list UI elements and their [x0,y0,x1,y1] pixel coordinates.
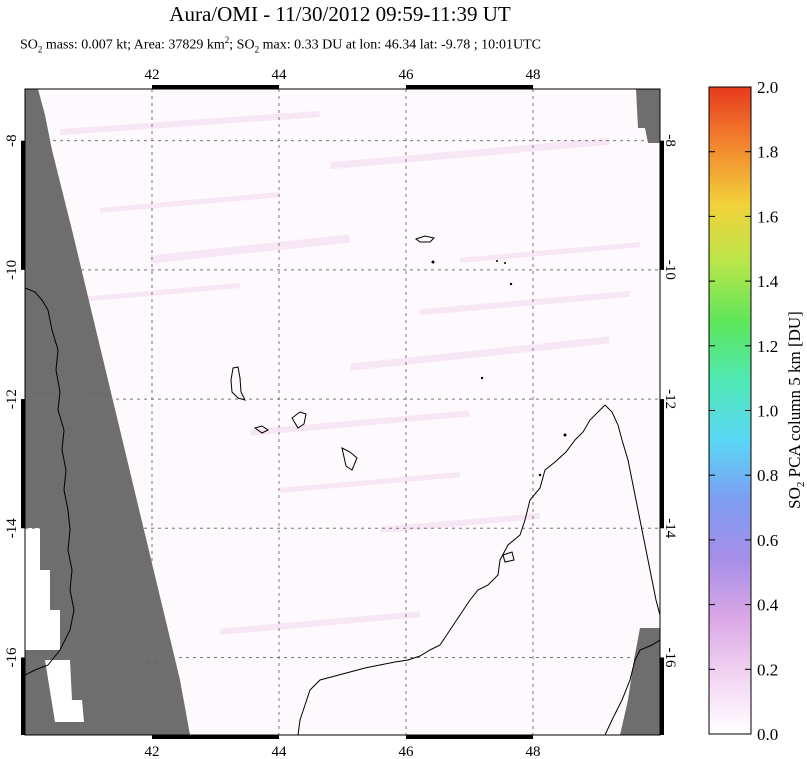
x-tick-label-top: 48 [526,67,541,83]
tick-labels: 42 42 44 44 46 46 48 48 -8 -8 -10 -10 -12 -12 -14 -14 -1… [4,67,678,759]
y-tick-label-left: -12 [4,389,20,409]
swath-gap [25,528,60,650]
y-tick-label-right: -16 [662,647,678,667]
x-tick-label-top: 46 [399,67,415,83]
so2-streak [100,192,280,213]
so2-streak [280,472,460,493]
colorbar-tick-label: 2.0 [757,78,778,97]
island-dot [538,473,542,477]
x-tick-label-bottom: 42 [145,744,160,759]
no-data-swath-left [25,89,190,735]
frame-bar-left [21,140,25,270]
colorbar-tick-label: 0.4 [757,596,779,615]
frame-bar-top [406,85,533,89]
colorbar-tick-label: 0.0 [757,725,778,744]
colorbar-label-b: PCA column 5 km [DU] [785,311,804,481]
island-dot [480,376,484,380]
colorbar-gradient [708,86,752,735]
y-tick-label-left: -14 [4,518,20,538]
x-tick-label-bottom: 44 [272,744,288,759]
frame-bar-bottom [152,735,279,739]
colorbar-tick-label: 0.8 [757,466,778,485]
so2-streak [380,513,540,533]
so2-streaks [60,110,640,635]
coast-madagascar [297,404,660,735]
x-tick-label-top: 44 [272,67,288,83]
island-dot [509,282,513,286]
so2-streak [220,611,420,635]
axis-frame-bars [21,85,664,739]
so2-streak [80,283,240,302]
swath-gap [45,660,84,722]
colorbar-tick-label: 0.6 [757,531,778,550]
y-tick-label-left: -16 [4,647,20,667]
subtitle-prefix-sub: 2 [37,44,43,55]
no-data-swath-right [636,89,660,143]
island-nosy-be [502,551,515,563]
coast-africa [25,287,75,676]
colorbar-ticks: 0.0 0.2 0.4 0.6 0.8 1.0 1.2 1.4 1.6 1.8 2.0 [709,78,779,744]
chart-subtitle: SO2 mass: 0.007 kt; Area: 37829 km2; SO2… [20,35,680,54]
island-dot [563,433,567,437]
chart-title: Aura/OMI - 11/30/2012 09:59-11:39 UT [169,2,511,26]
y-tick-label-left: -8 [4,134,20,147]
island-dot [496,260,498,262]
island-aldabra [414,235,435,243]
subtitle-rest: max: 0.33 DU at lon: 46.34 lat: -9.78 ; … [259,37,542,53]
colorbar-tick-label: 1.4 [757,272,779,291]
frame-bar-right [660,399,664,529]
x-tick-label-bottom: 46 [399,744,415,759]
no-data-swath-right-bottom [620,628,660,735]
so2-streak [330,137,610,170]
y-tick-label-right: -14 [662,518,678,538]
subtitle-prefix: SO [20,37,38,53]
so2-streak [60,110,320,136]
y-tick-label-left: -10 [4,260,20,280]
y-tick-label-right: -12 [662,389,678,409]
colorbar-tick-label: 1.6 [757,207,778,226]
frame-bar-left [21,657,25,735]
so2-streak [350,336,610,371]
colorbar: 0.0 0.2 0.4 0.6 0.8 1.0 1.2 1.4 1.6 1.8 2.0 SO2 PC… [708,78,807,744]
colorbar-label-a: SO [785,487,804,509]
island-grande-comore [230,366,246,401]
island-dot [431,260,435,264]
x-tick-label-top: 42 [145,67,160,83]
subtitle-area-sup: 2 [224,35,230,45]
y-tick-label-right: -10 [662,260,678,280]
grid [25,89,660,735]
colorbar-tick-label: 1.8 [757,143,778,162]
island-mayotte [341,447,358,471]
coastlines [25,235,660,735]
subtitle-sep: ; SO [229,37,255,53]
frame-bar-right [660,140,664,270]
so2-streak [420,290,630,316]
subtitle-max-sub: 2 [254,44,260,55]
so2-streak [150,234,350,264]
island-dots [431,260,567,477]
colorbar-tick-label: 1.2 [757,337,778,356]
so2-streak [460,242,640,263]
island-moheli [253,425,269,434]
colorbar-tick-label: 0.2 [757,660,778,679]
frame-bar-left [21,399,25,529]
frame-bar-bottom [406,735,533,739]
subtitle-mass: mass: 0.007 kt; Area: 37829 km [42,37,225,53]
x-tick-label-bottom: 48 [526,744,541,759]
frame-bar-top [152,85,279,89]
colorbar-tick-label: 1.0 [757,402,778,421]
colorbar-label-sub: 2 [795,482,807,488]
island-dot [504,262,506,264]
so2-streak [250,410,470,436]
y-tick-label-right: -8 [662,134,678,147]
coast-madagascar-east [604,404,660,616]
island-anjouan [291,411,307,429]
frame-bar-right [660,657,664,735]
colorbar-label: SO2 PCA column 5 km [DU] [785,311,807,509]
